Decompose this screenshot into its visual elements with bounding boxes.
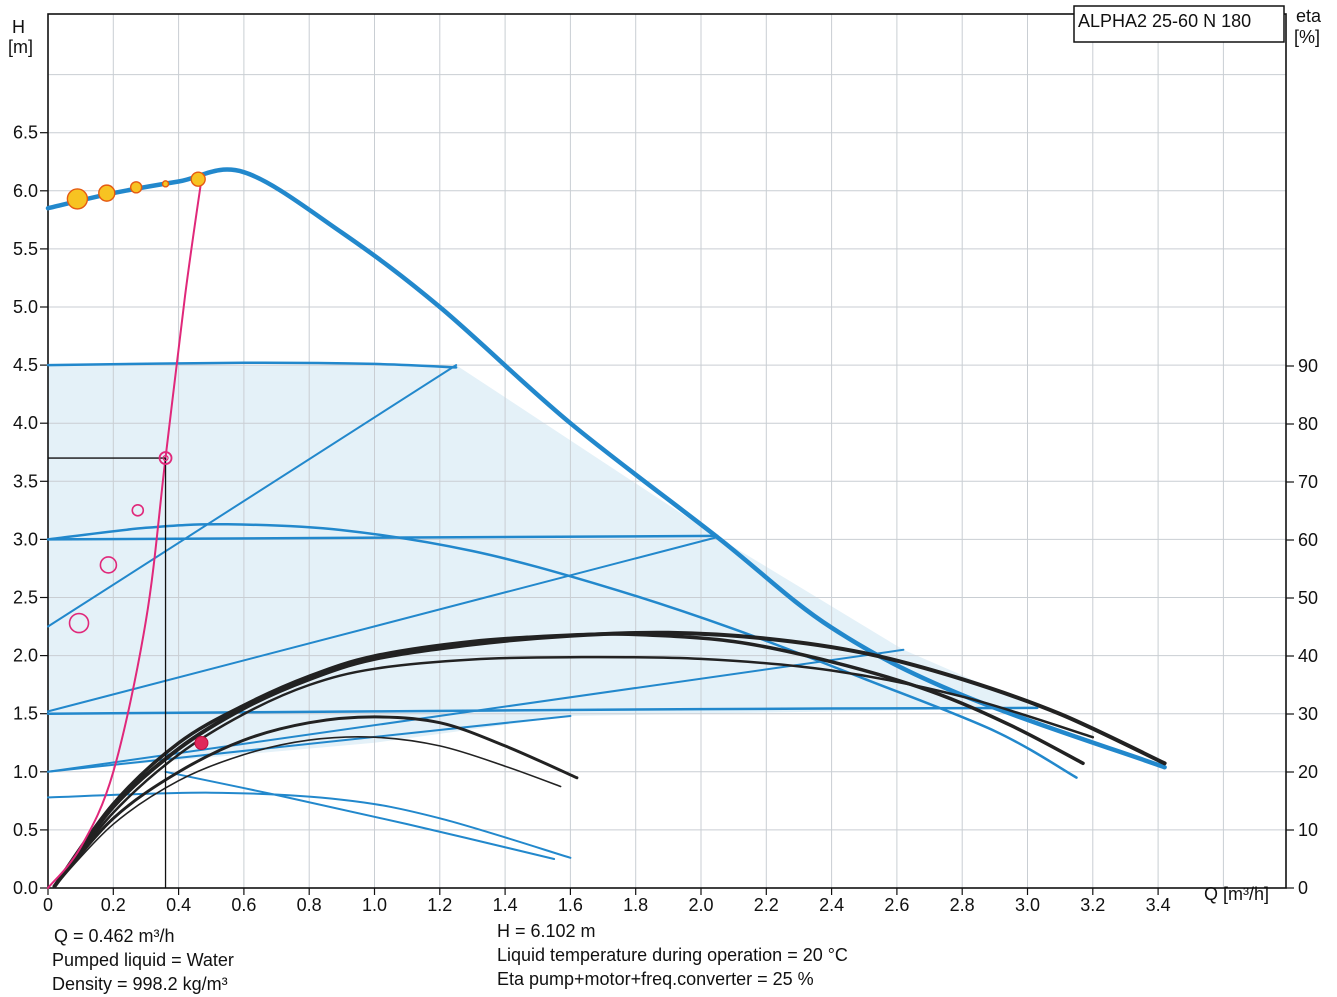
proportional-curve-9 — [47, 648, 905, 773]
info-flow: Q = 0.462 m³/h — [54, 926, 175, 946]
left-tick-label: 5.0 — [13, 297, 38, 317]
proportional-curve-7 — [47, 364, 458, 628]
left-tick-label: 0.5 — [13, 820, 38, 840]
left-tick-label: 1.5 — [13, 704, 38, 724]
head-curve-3 — [46, 534, 719, 541]
duty-point-marker — [158, 451, 173, 465]
x-tick-label: 2.4 — [819, 895, 844, 915]
info-head: H = 6.102 m — [497, 921, 596, 941]
right-tick-label: 20 — [1298, 762, 1318, 782]
x-tick-label: 2.8 — [950, 895, 975, 915]
left-tick-label: 5.5 — [13, 239, 38, 259]
x-tick-label: 0.2 — [101, 895, 126, 915]
left-axis-unit: [m] — [8, 37, 33, 57]
efficiency-marker — [194, 736, 209, 750]
head-marker — [129, 181, 143, 194]
right-axis-title: eta — [1296, 6, 1322, 26]
reference-lines — [48, 457, 167, 888]
left-tick-label: 2.5 — [13, 588, 38, 608]
x-tick-label: 0.6 — [231, 895, 256, 915]
head-marker — [190, 171, 206, 187]
left-tick-label: 4.5 — [13, 355, 38, 375]
power-marker — [131, 504, 145, 517]
right-tick-label: 90 — [1298, 356, 1318, 376]
right-tick-label: 40 — [1298, 646, 1318, 666]
duty-point-center — [162, 454, 169, 462]
head-marker — [98, 184, 116, 202]
x-tick-label: 3.2 — [1080, 895, 1105, 915]
x-tick-label: 0 — [43, 895, 53, 915]
x-tick-label: 3.0 — [1015, 895, 1040, 915]
right-tick-label: 70 — [1298, 472, 1318, 492]
right-tick-label: 50 — [1298, 588, 1318, 608]
model-box — [1073, 5, 1285, 43]
proportional-curve-10 — [47, 715, 572, 773]
left-tick-label: 2.0 — [13, 646, 38, 666]
x-tick-label: 1.0 — [362, 895, 387, 915]
right-tick-label: 10 — [1298, 820, 1318, 840]
head-curve-6 — [164, 770, 556, 860]
x-tick-label: 0.4 — [166, 895, 191, 915]
p1-curve-16 — [47, 178, 203, 889]
efficiency-curve-13 — [53, 655, 1095, 888]
head-marker — [161, 180, 170, 188]
head-curve-2 — [46, 522, 1078, 779]
info-efficiency: Eta pump+motor+freq.converter = 25 % — [497, 969, 814, 989]
left-tick-label: 6.0 — [13, 181, 38, 201]
right-axis-ticks: 0 10 20 30 40 50 60 70 80 90 — [1286, 356, 1318, 898]
right-tick-label: 80 — [1298, 414, 1318, 434]
info-temperature: Liquid temperature during operation = 20… — [497, 945, 848, 965]
plot-frame — [47, 13, 1287, 889]
left-tick-label: 4.0 — [13, 413, 38, 433]
head-marker — [66, 188, 89, 210]
efficiency-curve-15 — [53, 736, 562, 888]
power-marker — [99, 556, 118, 574]
x-tick-label: 1.6 — [558, 895, 583, 915]
x-tick-label: 1.4 — [493, 895, 518, 915]
right-axis-unit: [%] — [1294, 27, 1320, 47]
left-tick-label: 3.0 — [13, 529, 38, 549]
head-curve-1 — [46, 361, 458, 369]
x-tick-label: 1.8 — [623, 895, 648, 915]
head-curve-4 — [46, 706, 1039, 715]
curves — [45, 167, 1167, 889]
left-axis-ticks: 0.0 0.5 1.0 1.5 2.0 2.5 3.0 3.5 4.0 4.5 5.0 5.5 6.0 6… — [13, 123, 48, 898]
x-tick-label: 1.2 — [427, 895, 452, 915]
x-axis-title: Q [m³/h] — [1204, 884, 1269, 904]
x-tick-label: 0.8 — [297, 895, 322, 915]
power-marker — [68, 612, 90, 634]
head-curve-0 — [45, 167, 1167, 770]
x-tick-label: 2.2 — [754, 895, 779, 915]
x-tick-label: 2.0 — [688, 895, 713, 915]
right-tick-label: 60 — [1298, 530, 1318, 550]
right-tick-label: 30 — [1298, 704, 1318, 724]
proportional-curve-8 — [47, 536, 719, 713]
left-tick-label: 6.5 — [13, 123, 38, 143]
right-tick-label: 0 — [1298, 878, 1308, 898]
info-liquid: Pumped liquid = Water — [52, 950, 234, 970]
efficiency-curve-14 — [53, 715, 579, 888]
info-density: Density = 998.2 kg/m³ — [52, 974, 228, 994]
left-axis-title: H — [12, 17, 25, 37]
x-tick-label: 2.6 — [884, 895, 909, 915]
left-tick-label: 1.0 — [13, 762, 38, 782]
x-axis-ticks: 0 0.2 0.4 0.6 0.8 1.0 1.2 1.4 1.6 1.8 2.0 2.2 2.4 2.6… — [43, 888, 1171, 915]
x-tick-label: 3.4 — [1146, 895, 1171, 915]
left-tick-label: 0.0 — [13, 878, 38, 898]
model-label: ALPHA2 25-60 N 180 — [1078, 11, 1251, 31]
left-tick-label: 3.5 — [13, 471, 38, 491]
markers — [66, 171, 209, 750]
